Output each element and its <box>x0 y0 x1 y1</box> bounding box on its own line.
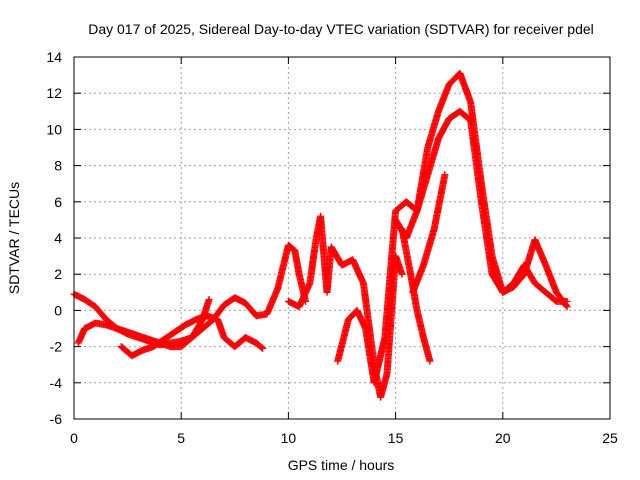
y-tick-label: 12 <box>46 85 62 101</box>
series-track-3 <box>117 312 267 360</box>
series-track-8 <box>409 171 449 296</box>
y-tick-label: 10 <box>46 121 62 137</box>
x-tick-label: 25 <box>602 430 618 446</box>
y-tick-label: 14 <box>46 49 62 65</box>
data-point <box>441 171 449 179</box>
x-tick-label: 0 <box>70 430 78 446</box>
interpolated-marker <box>258 344 266 352</box>
y-tick-label: -4 <box>50 375 63 391</box>
series-track-6 <box>392 107 571 305</box>
x-axis-label: GPS time / hours <box>288 457 395 473</box>
y-tick-label: -2 <box>50 339 63 355</box>
series-track-4 <box>284 212 406 401</box>
data-points <box>70 69 571 401</box>
y-tick-label: 8 <box>54 158 62 174</box>
y-tick-label: 2 <box>54 266 62 282</box>
y-tick-label: 4 <box>54 230 62 246</box>
x-tick-label: 10 <box>281 430 297 446</box>
data-point <box>563 297 571 305</box>
data-point <box>259 344 267 352</box>
x-tick-label: 15 <box>388 430 404 446</box>
grid <box>74 57 610 419</box>
data-point <box>398 270 406 278</box>
data-point <box>426 357 434 365</box>
x-tick-label: 20 <box>495 430 511 446</box>
chart-title: Day 017 of 2025, Sidereal Day-to-day VTE… <box>88 21 594 37</box>
y-tick-label: 0 <box>54 302 62 318</box>
series-track-1 <box>70 241 310 349</box>
x-tick-label: 5 <box>177 430 185 446</box>
y-tick-label: -6 <box>50 411 63 427</box>
y-tick-label: 6 <box>54 194 62 210</box>
series-track-5 <box>334 69 571 387</box>
y-axis-label: SDTVAR / TECUs <box>6 182 22 294</box>
axis-ticks: 0 5 10 15 20 25 -6 -4 -2 0 2 4 6 8 10 12 14 <box>46 49 618 446</box>
data-point <box>205 296 213 304</box>
